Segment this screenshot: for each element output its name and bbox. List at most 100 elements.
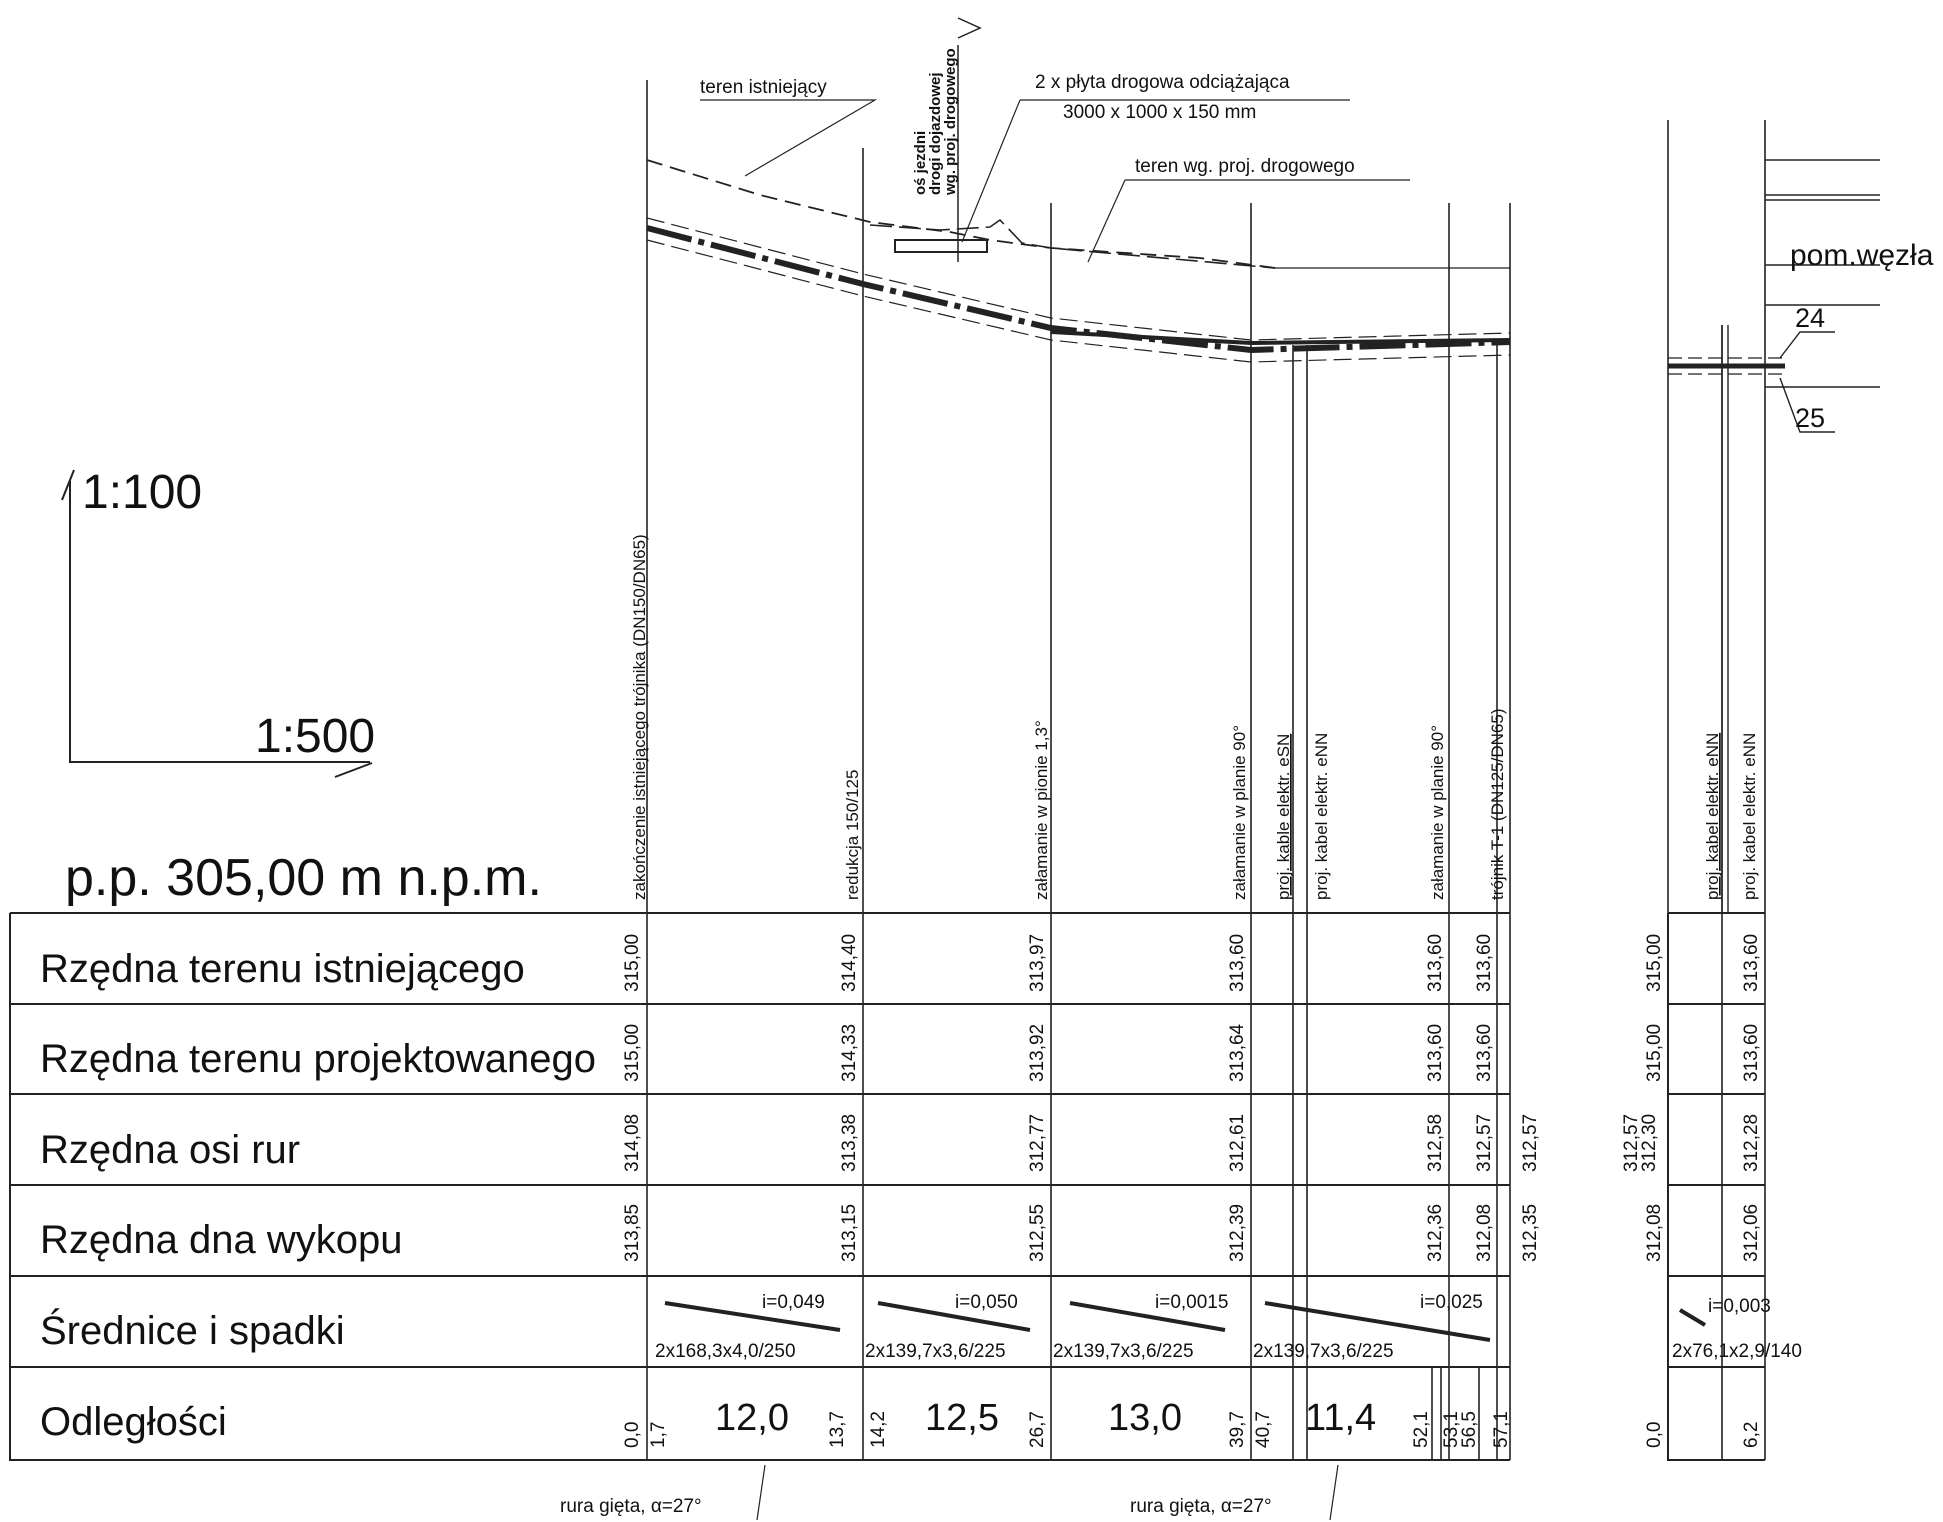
- relief-slab-annotation-1: 2 x płyta drogowa odciążająca: [1035, 72, 1290, 93]
- designed-terrain-value: 313,60: [1425, 1024, 1446, 1082]
- pipe-size-value: 2x139,7x3,6/225: [1253, 1341, 1394, 1362]
- designed-terrain-value: 315,00: [1644, 1024, 1665, 1082]
- distance-value: 53,1: [1441, 1411, 1462, 1448]
- row-label-distances: Odległości: [40, 1400, 227, 1444]
- pipe-axis-value: 313,38: [839, 1114, 860, 1172]
- existing-terrain-value: 314,40: [839, 934, 860, 992]
- station-label-9: proj. kabel elektr. eNN: [1703, 733, 1722, 900]
- station-label-4: załamanie w planie 90°: [1230, 725, 1249, 900]
- pipe-axis-value: 312,30: [1639, 1114, 1660, 1172]
- slope-value: i=0,025: [1420, 1292, 1483, 1313]
- distance-value: 6,2: [1741, 1422, 1762, 1448]
- bent-pipe-leader-1: [756, 1464, 766, 1521]
- designed-terrain-value: 315,00: [622, 1024, 643, 1082]
- distance-value: 0,0: [1644, 1422, 1665, 1448]
- trench-bottom-value: 312,36: [1425, 1204, 1446, 1262]
- existing-terrain-value: 313,97: [1027, 934, 1048, 992]
- row-label-trench-bottom: Rzędna dna wykopu: [40, 1218, 402, 1262]
- station-label-2: redukcja 150/125: [843, 770, 862, 900]
- distance-value: 56,5: [1459, 1411, 1480, 1448]
- station-label-6: proj. kabel elektr. eNN: [1312, 733, 1331, 900]
- scale-arrow-up: [61, 469, 75, 501]
- distance-value: 39,7: [1227, 1411, 1248, 1448]
- distance-value: 26,7: [1027, 1411, 1048, 1448]
- scale-horizontal-label: 1:500: [255, 710, 375, 763]
- road-axis-annotation-3: wg. proj. drogowego: [942, 48, 959, 196]
- datum-label: p.p. 305,00 m n.p.m.: [65, 849, 542, 907]
- existing-terrain-value: 313,60: [1741, 934, 1762, 992]
- marker-24-leader: [1779, 331, 1835, 359]
- station-label-3: załamanie w pionie 1,3°: [1032, 720, 1051, 900]
- trench-bottom-value: 313,85: [622, 1204, 643, 1262]
- detail-wall: [1765, 159, 1880, 388]
- pipe-axis-value: 312,77: [1027, 1114, 1048, 1172]
- existing-terrain-value: 313,60: [1474, 934, 1495, 992]
- pipe-axis-value: 312,57: [1621, 1114, 1642, 1172]
- relief-slab: [894, 239, 988, 253]
- station-label-7: załamanie w planie 90°: [1428, 725, 1447, 900]
- designed-terrain-value: 313,64: [1227, 1023, 1248, 1082]
- pipe-axis-value: 312,58: [1425, 1114, 1446, 1172]
- trench-bottom-value: 312,08: [1644, 1204, 1665, 1262]
- slope-value: i=0,049: [762, 1292, 825, 1313]
- row-label-pipe-axis: Rzędna osi rur: [40, 1128, 300, 1172]
- table-frame: [9, 912, 1765, 1461]
- distance-value: 57,1: [1491, 1411, 1512, 1448]
- existing-terrain-value: 315,00: [622, 934, 643, 992]
- designed-terrain-value: 313,92: [1027, 1024, 1048, 1082]
- segment-length: 12,0: [715, 1397, 789, 1439]
- distance-value: 40,7: [1253, 1411, 1274, 1448]
- pipe-upper-edge: [646, 217, 1511, 341]
- row-label-diameters-slopes: Średnice i spadki: [40, 1307, 345, 1353]
- segment-length: 13,0: [1108, 1397, 1182, 1439]
- existing-terrain-annotation: teren istniejący: [700, 77, 827, 98]
- designed-terrain-line: [869, 218, 1276, 269]
- trench-bottom-value: 312,06: [1741, 1204, 1762, 1262]
- leader-relief-slab: [961, 99, 1350, 243]
- slope-line-5: [1678, 1308, 1707, 1327]
- pipe-axis-value: 312,28: [1741, 1114, 1762, 1172]
- leader-designed-terrain: [1087, 179, 1410, 263]
- pipe-size-value: 2x76,1x2,9/140: [1672, 1341, 1802, 1362]
- pipe-axis-value: 314,08: [622, 1114, 643, 1172]
- station-label-1: zakończenie istniejącego trójnika (DN150…: [630, 534, 649, 900]
- distance-value: 13,7: [827, 1411, 848, 1448]
- trench-bottom-value: 312,08: [1474, 1204, 1495, 1262]
- road-axis-annotation-1: oś jezdni: [912, 131, 929, 195]
- distance-value: 1,7: [648, 1422, 669, 1448]
- pipe-size-value: 2x139,7x3,6/225: [865, 1341, 1006, 1362]
- trench-bottom-value: 312,35: [1520, 1204, 1541, 1262]
- slope-value: i=0,003: [1708, 1296, 1771, 1317]
- existing-terrain-value: 313,60: [1425, 934, 1446, 992]
- marker-25: 25: [1795, 403, 1825, 433]
- relief-slab-annotation-2: 3000 x 1000 x 150 mm: [1063, 102, 1256, 123]
- pipe-axis-value: 312,57: [1474, 1114, 1495, 1172]
- slope-line-3: [1069, 1301, 1226, 1332]
- bent-pipe-leader-2: [1329, 1464, 1339, 1521]
- trench-bottom-value: 312,39: [1227, 1204, 1248, 1262]
- pipe-lower-edge: [646, 239, 1511, 363]
- designed-terrain-value: 313,60: [1474, 1024, 1495, 1082]
- distance-value: 52,1: [1411, 1411, 1432, 1448]
- bent-pipe-annotation-2: rura gięta, α=27°: [1130, 1496, 1272, 1517]
- pipe-axis-value: 312,61: [1227, 1114, 1248, 1172]
- slope-line-2: [877, 1301, 1031, 1332]
- pipe-size-value: 2x139,7x3,6/225: [1053, 1341, 1194, 1362]
- pipe-axis-value: 312,57: [1520, 1114, 1541, 1172]
- slope-line-4: [1264, 1301, 1491, 1342]
- segment-length: 11,4: [1305, 1397, 1376, 1439]
- station-label-10: proj. kabel elektr. eNN: [1740, 733, 1759, 900]
- pipe-axis-line: [646, 225, 1511, 354]
- distance-value: 0,0: [622, 1422, 643, 1448]
- cable-detail: [1721, 325, 1729, 913]
- bent-pipe-annotation-1: rura gięta, α=27°: [560, 1496, 702, 1517]
- segment-length: 12,5: [925, 1397, 999, 1439]
- scale-vertical-label: 1:100: [82, 466, 202, 519]
- slope-line-1: [664, 1301, 841, 1332]
- row-label-existing-terrain: Rzędna terenu istniejącego: [40, 947, 525, 991]
- designed-terrain-annotation: teren wg. proj. drogowego: [1135, 156, 1355, 177]
- station-label-5: proj. kable elektr. eSN: [1274, 734, 1293, 900]
- designed-terrain-value: 313,60: [1741, 1024, 1762, 1082]
- leader-existing-terrain: [700, 99, 878, 177]
